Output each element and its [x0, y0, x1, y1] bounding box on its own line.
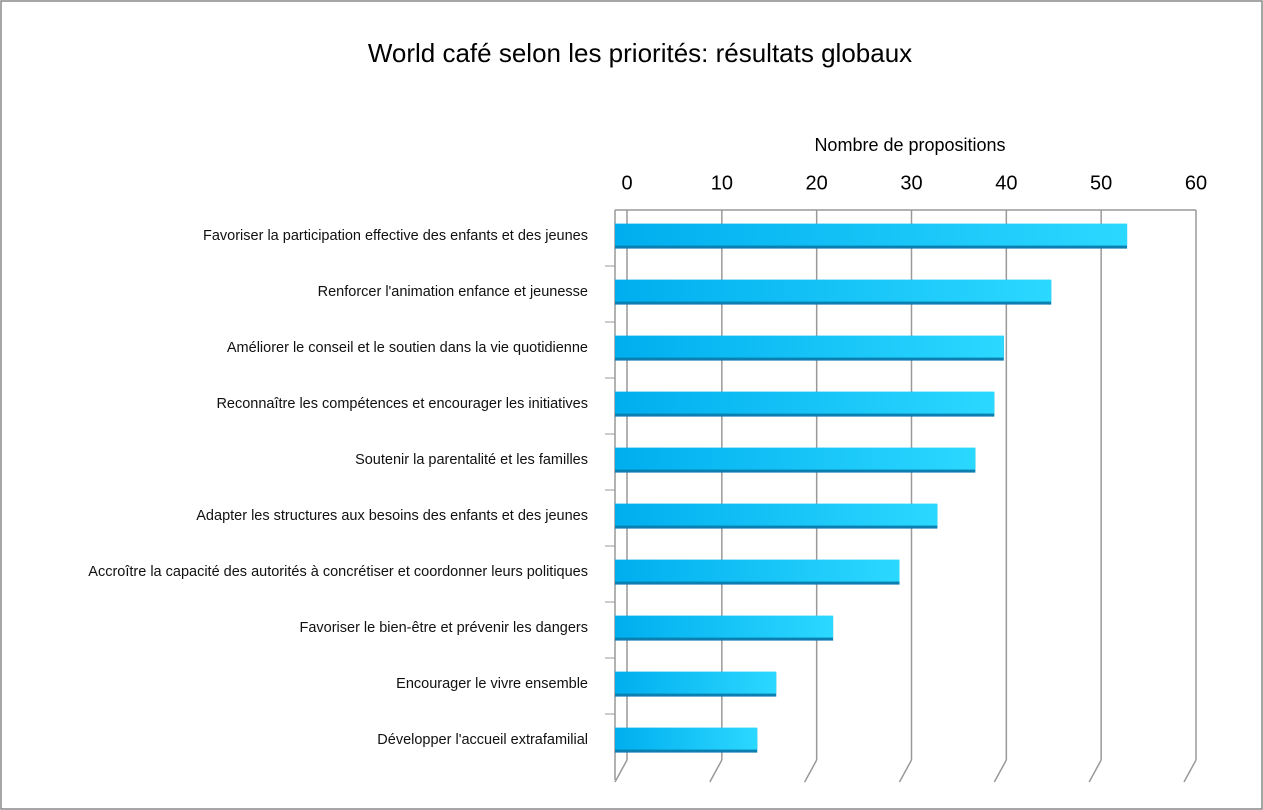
- grid-line: [993, 759, 1007, 783]
- y-tick-label: Renforcer l'animation enfance et jeuness…: [8, 262, 588, 322]
- chart-title: World café selon les priorités: résultat…: [368, 38, 912, 68]
- bar: [615, 671, 777, 694]
- bar: [615, 727, 758, 750]
- y-tick-label-text: Encourager le vivre ensemble: [396, 675, 588, 692]
- grid-line: [1183, 759, 1197, 783]
- bar: [615, 223, 1128, 246]
- grid-line: [898, 759, 913, 783]
- grid-line: [804, 759, 818, 783]
- y-tick-label: Soutenir la parentalité et les familles: [8, 430, 588, 490]
- y-tick-label-text: Renforcer l'animation enfance et jeuness…: [317, 283, 588, 300]
- x-axis-title: Nombre de propositions: [814, 135, 1005, 155]
- y-tick-label-text: Améliorer le conseil et le soutien dans …: [226, 339, 588, 356]
- bar: [615, 503, 938, 526]
- y-tick-label: Améliorer le conseil et le soutien dans …: [8, 318, 588, 378]
- y-tick-label-text: Adapter les structures aux besoins des e…: [196, 507, 588, 524]
- bar: [615, 447, 976, 470]
- y-tick-label: Accroître la capacité des autorités à co…: [8, 542, 588, 602]
- grid-line: [709, 759, 723, 783]
- y-tick-label: Reconnaître les compétences et encourage…: [8, 374, 588, 434]
- x-tick-label: 30: [900, 172, 922, 194]
- x-tick-label: 0: [621, 172, 632, 194]
- bar: [615, 335, 1004, 358]
- bar: [615, 391, 995, 414]
- y-tick-label: Encourager le vivre ensemble: [8, 654, 588, 714]
- x-tick-label: 10: [711, 172, 733, 194]
- grid-line: [1088, 759, 1102, 783]
- grid-line: [614, 759, 628, 783]
- y-tick-label-text: Soutenir la parentalité et les familles: [355, 451, 588, 468]
- y-tick-label-text: Favoriser la participation effective des…: [202, 227, 588, 244]
- y-tick-label: Favoriser la participation effective des…: [8, 206, 588, 266]
- y-tick-label: Adapter les structures aux besoins des e…: [8, 486, 588, 546]
- y-tick-label-text: Favoriser le bien-être et prévenir les d…: [299, 619, 588, 636]
- y-tick-label: Favoriser le bien-être et prévenir les d…: [8, 598, 588, 658]
- bar: [615, 559, 900, 582]
- y-tick-label-text: Accroître la capacité des autorités à co…: [88, 563, 588, 580]
- bar: [615, 279, 1052, 302]
- x-tick-label: 40: [995, 172, 1017, 194]
- x-tick-label: 20: [806, 172, 828, 194]
- bar: [615, 615, 834, 638]
- y-tick-label-text: Reconnaître les compétences et encourage…: [216, 395, 588, 412]
- y-tick-label-text: Développer l'accueil extrafamilial: [377, 731, 588, 748]
- y-tick-label: Développer l'accueil extrafamilial: [8, 710, 588, 770]
- x-tick-label: 50: [1090, 172, 1112, 194]
- x-tick-label: 60: [1185, 172, 1207, 194]
